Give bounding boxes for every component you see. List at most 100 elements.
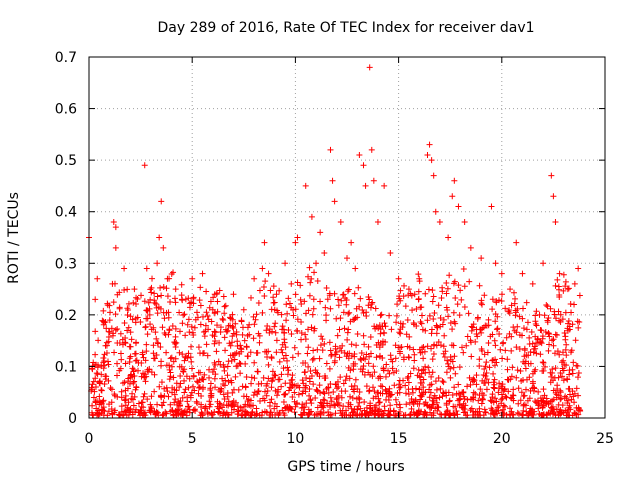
background-point [508,302,515,309]
background-point [211,340,218,347]
background-point [571,399,578,406]
background-point [228,377,235,384]
background-point [173,387,180,394]
background-point [430,351,437,358]
background-point [278,383,285,390]
data-point [143,265,150,272]
background-point [564,376,571,383]
background-point [336,326,343,333]
data-point [529,280,536,287]
background-point [367,350,374,357]
background-point [413,412,420,419]
data-point [488,203,495,210]
background-point [167,369,174,376]
x-tick-label: 0 [85,431,94,447]
background-point [464,396,471,403]
background-point [538,398,545,405]
background-point [444,306,451,313]
background-point [499,291,506,298]
background-point [376,353,383,360]
background-point [148,369,155,376]
background-point [208,390,215,397]
y-tick-label: 0 [68,411,77,427]
background-point [241,337,248,344]
background-point [132,315,139,322]
background-point [372,408,379,415]
background-point [208,412,215,419]
background-point [269,368,276,375]
background-point [151,388,158,395]
background-point [93,405,100,412]
background-point [387,352,394,359]
background-point [305,326,312,333]
background-point [166,376,173,383]
background-point [169,384,176,391]
background-point [203,341,210,348]
background-point [386,312,393,319]
background-point [92,351,99,358]
background-point [114,291,121,298]
background-point [366,387,373,394]
background-point [366,388,373,395]
background-point [299,390,306,397]
background-point [371,323,378,330]
background-point [278,311,285,318]
background-point [225,322,232,329]
background-point [236,360,243,367]
background-point [559,373,566,380]
background-point [420,355,427,362]
background-point [513,329,520,336]
background-point [563,352,570,359]
background-point [117,330,124,337]
background-point [551,311,558,318]
background-point [381,320,388,327]
background-point [195,384,202,391]
background-point [575,324,582,331]
background-point [253,405,260,412]
background-point [476,356,483,363]
background-point [232,373,239,380]
background-point [476,282,483,289]
background-point [320,409,327,416]
background-point [241,412,248,419]
background-point [492,342,499,349]
background-point [571,280,578,287]
data-point [352,265,359,272]
background-point [188,365,195,372]
data-point [513,239,520,246]
background-point [333,385,340,392]
background-point [313,386,320,393]
background-point [569,366,576,373]
background-point [534,340,541,347]
background-point [223,328,230,335]
data-point [131,286,138,293]
background-point [393,368,400,375]
background-point [203,288,210,295]
background-point [137,412,144,419]
background-point [519,332,526,339]
data-point [112,224,119,231]
data-point [141,162,148,169]
background-point [363,383,370,390]
background-point [448,342,455,349]
background-point [203,309,210,316]
background-point [331,359,338,366]
background-point [495,297,502,304]
background-point [509,364,516,371]
data-point [360,162,367,169]
background-point [444,285,451,292]
background-point [177,373,184,380]
data-point [209,306,216,313]
background-point [201,405,208,412]
background-point [154,310,161,317]
background-point [207,401,214,408]
background-point [451,353,458,360]
background-point [547,305,554,312]
background-point [204,312,211,319]
background-point [456,312,463,319]
background-point [156,383,163,390]
background-point [529,370,536,377]
background-point [385,397,392,404]
background-point [326,339,333,346]
background-point [411,291,418,298]
